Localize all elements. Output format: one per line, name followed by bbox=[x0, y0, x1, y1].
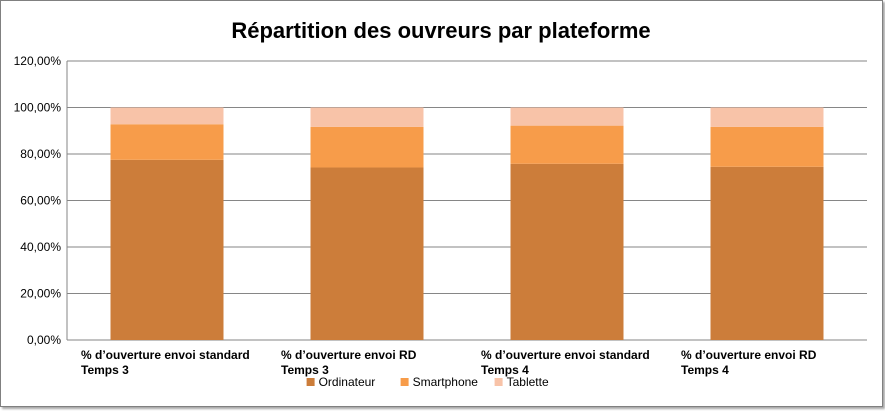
legend-swatch bbox=[494, 378, 503, 386]
legend-swatch bbox=[400, 378, 409, 386]
x-tick-label: % d’ouverture envoi standard bbox=[81, 348, 250, 362]
bar-segment-ordinateur bbox=[310, 167, 424, 340]
legend: Ordinateur Smartphone Tablette bbox=[306, 375, 549, 389]
legend-label: Tablette bbox=[507, 375, 549, 389]
x-tick-label: Temps 3 bbox=[81, 363, 129, 377]
y-tick-label: 80,00% bbox=[20, 147, 61, 161]
bar-segment-smartphone bbox=[510, 125, 624, 164]
legend-label: Smartphone bbox=[413, 375, 479, 389]
x-tick-label: Temps 4 bbox=[681, 363, 729, 377]
y-tick-label: 100,00% bbox=[14, 101, 62, 115]
y-axis: 0,00% 20,00% 40,00% 60,00% 80,00% 100,00% 120,… bbox=[14, 54, 68, 347]
x-tick-label: % d’ouverture envoi RD bbox=[681, 348, 817, 362]
bars bbox=[110, 107, 824, 340]
x-tick-label: % d’ouverture envoi standard bbox=[481, 348, 650, 362]
x-tick-label: Temps 3 bbox=[281, 363, 329, 377]
bar-segment-ordinateur bbox=[710, 166, 824, 340]
bar-segment-tablette bbox=[310, 107, 424, 127]
y-tick-label: 20,00% bbox=[20, 287, 61, 301]
bar-segment-smartphone bbox=[710, 126, 824, 167]
chart-title: Répartition des ouvreurs par plateforme bbox=[231, 18, 650, 43]
y-tick-label: 40,00% bbox=[20, 240, 61, 254]
y-tick-label: 0,00% bbox=[27, 333, 61, 347]
x-tick-label: % d’ouverture envoi RD bbox=[281, 348, 417, 362]
bar-segment-smartphone bbox=[310, 126, 424, 168]
bar-segment-tablette bbox=[110, 107, 224, 125]
bar-segment-tablette bbox=[510, 107, 624, 126]
bar-segment-tablette bbox=[710, 107, 824, 127]
bar-segment-smartphone bbox=[110, 124, 224, 160]
y-tick-label: 60,00% bbox=[20, 194, 61, 208]
y-tick-label: 120,00% bbox=[14, 54, 62, 68]
x-tick-label: Temps 4 bbox=[481, 363, 529, 377]
bar-segment-ordinateur bbox=[110, 159, 224, 340]
legend-swatch bbox=[306, 378, 315, 386]
bar-segment-ordinateur bbox=[510, 163, 624, 340]
legend-label: Ordinateur bbox=[319, 375, 376, 389]
